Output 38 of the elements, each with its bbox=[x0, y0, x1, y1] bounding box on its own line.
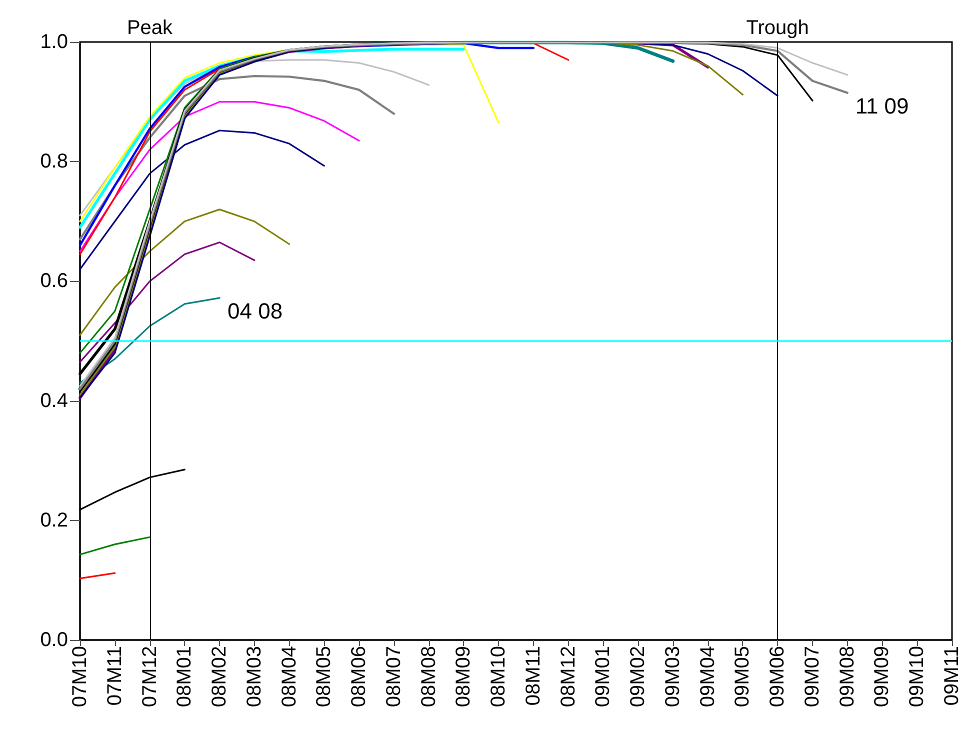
x-tick-label: 07M11 bbox=[104, 646, 126, 706]
x-tick-label: 09M04 bbox=[696, 646, 719, 708]
x-tick-label: 09M01 bbox=[592, 646, 614, 708]
x-tick-label: 09M05 bbox=[732, 646, 754, 708]
x-tick-label: 09M11 bbox=[941, 646, 963, 706]
x-tick-label: 09M10 bbox=[906, 646, 928, 708]
ref-line-label: Trough bbox=[746, 17, 809, 39]
x-tick-label: 07M12 bbox=[138, 646, 161, 708]
x-tick-label: 08M05 bbox=[313, 646, 336, 708]
x-tick-label: 08M10 bbox=[488, 646, 510, 708]
y-tick-label: 0.2 bbox=[40, 509, 68, 532]
y-tick-label: 0.6 bbox=[40, 270, 68, 292]
y-tick-label: 1.0 bbox=[40, 31, 68, 53]
x-tick-label: 08M06 bbox=[348, 646, 370, 708]
y-tick-label: 0.0 bbox=[40, 629, 68, 651]
x-tick-label: 09M02 bbox=[627, 646, 650, 708]
annotation: 04 08 bbox=[228, 298, 283, 324]
x-tick-label: 09M03 bbox=[662, 646, 684, 708]
annotation: 11 09 bbox=[855, 93, 909, 118]
x-tick-label: 09M06 bbox=[766, 646, 789, 708]
x-tick-label: 08M07 bbox=[382, 646, 405, 708]
x-tick-label: 08M12 bbox=[557, 646, 580, 708]
x-tick-label: 08M11 bbox=[522, 646, 544, 706]
x-tick-label: 08M03 bbox=[243, 646, 266, 708]
x-tick-label: 08M01 bbox=[174, 646, 196, 708]
line-series bbox=[78, 74, 396, 240]
y-tick-label: 0.8 bbox=[40, 150, 68, 173]
x-tick-label: 08M04 bbox=[278, 646, 300, 708]
x-tick-label: 08M09 bbox=[452, 646, 475, 708]
y-tick-label: 0.4 bbox=[40, 390, 68, 412]
x-tick-label: 09M08 bbox=[836, 646, 858, 708]
line-series bbox=[79, 101, 360, 252]
x-tick-label: 09M09 bbox=[871, 646, 894, 708]
x-tick-label: 08M02 bbox=[208, 646, 231, 708]
x-tick-label: 08M08 bbox=[418, 646, 440, 708]
x-tick-label: 07M10 bbox=[69, 646, 91, 708]
x-tick-label: 09M07 bbox=[801, 646, 824, 708]
ref-line-label: Peak bbox=[126, 17, 174, 39]
